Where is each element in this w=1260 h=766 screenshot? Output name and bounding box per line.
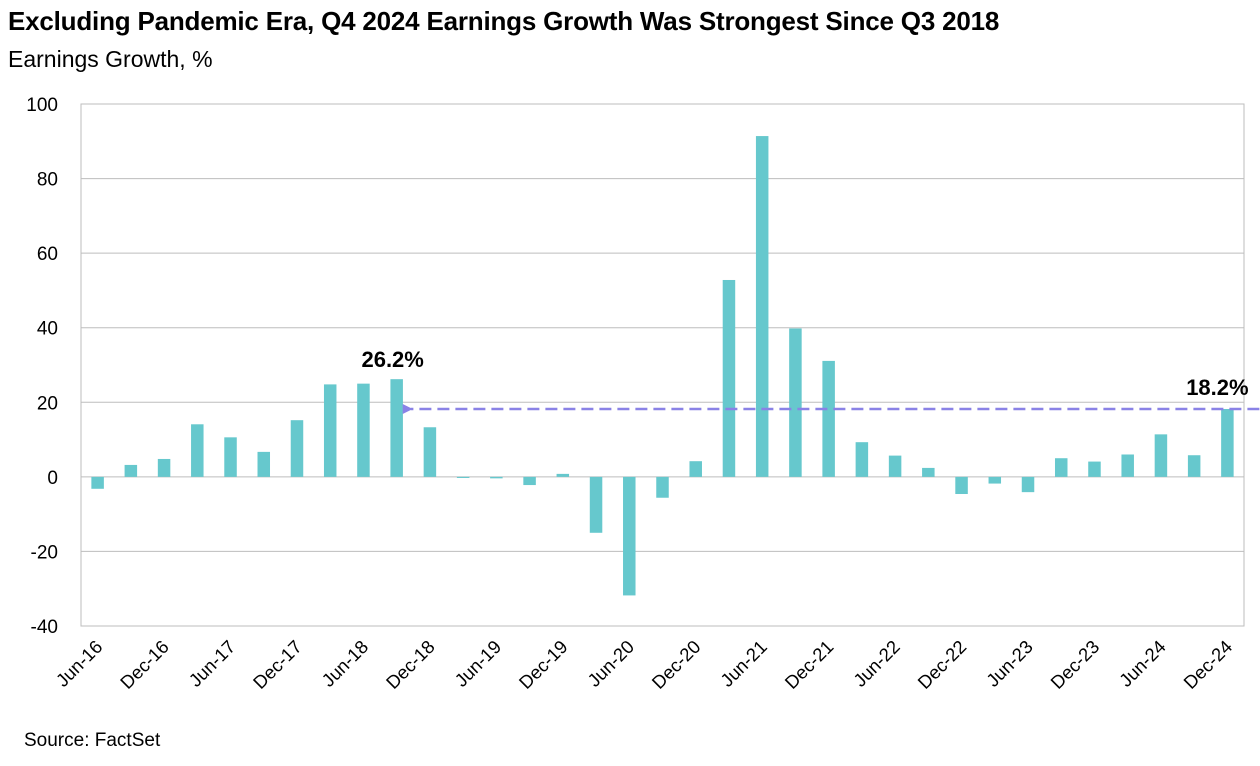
y-tick-label: 100 <box>26 95 58 116</box>
x-tick-label: Dec-17 <box>249 636 306 693</box>
bar <box>755 136 769 477</box>
x-tick-label: Jun-17 <box>185 636 240 691</box>
y-tick-label: -40 <box>31 617 58 638</box>
bar <box>955 476 968 495</box>
bar <box>556 473 570 477</box>
bar <box>290 420 304 477</box>
bar <box>257 451 271 477</box>
data-annotation: 18.2% <box>1186 375 1248 400</box>
y-tick-label: -20 <box>31 542 58 563</box>
bar <box>423 427 437 477</box>
x-tick-label: Jun-24 <box>1115 636 1170 691</box>
chart-title: Excluding Pandemic Era, Q4 2024 Earnings… <box>8 6 1000 36</box>
x-tick-label: Jun-21 <box>716 636 771 691</box>
bar <box>656 476 669 498</box>
bar <box>1121 454 1134 477</box>
bar <box>789 328 802 477</box>
y-tick-label: 20 <box>37 393 58 414</box>
x-tick-label: Dec-18 <box>382 636 439 693</box>
x-tick-label: Dec-21 <box>780 636 837 693</box>
bar <box>589 476 603 533</box>
data-annotation: 26.2% <box>361 347 423 372</box>
x-tick-label: Jun-22 <box>849 636 904 691</box>
bars <box>91 136 1234 596</box>
bar <box>191 424 204 477</box>
source-note: Source: FactSet <box>24 730 161 751</box>
bar <box>523 476 536 486</box>
plot-frame <box>80 103 1245 627</box>
y-tick-label: 80 <box>37 170 58 191</box>
bar <box>357 383 370 477</box>
bar <box>124 464 138 477</box>
x-axis-tick-labels: Jun-16 Dec-16 Jun-17 Dec-17 Jun-18 Dec-18 Jun-… <box>52 636 1237 693</box>
bar <box>623 476 636 596</box>
bar <box>1187 455 1201 477</box>
x-tick-label: Dec-20 <box>648 636 705 693</box>
bar <box>922 467 935 477</box>
y-tick-label: 40 <box>37 319 58 340</box>
bar <box>390 379 403 477</box>
bar <box>157 458 171 477</box>
annotations: 26.2% 18.2% <box>361 347 1248 400</box>
x-tick-label: Jun-16 <box>52 636 107 691</box>
gridlines <box>80 103 1245 627</box>
x-tick-label: Dec-22 <box>913 636 970 693</box>
bar <box>988 476 1002 484</box>
bar <box>456 476 470 478</box>
y-tick-label: 60 <box>37 244 58 265</box>
bar <box>224 437 237 477</box>
x-tick-label: Dec-19 <box>515 636 572 693</box>
x-tick-label: Jun-18 <box>317 636 372 691</box>
y-tick-label: 0 <box>47 468 58 489</box>
x-tick-label: Jun-19 <box>450 636 505 691</box>
bar <box>1154 434 1168 477</box>
bar <box>1021 476 1035 493</box>
x-tick-label: Jun-20 <box>583 636 638 691</box>
bar <box>323 384 337 477</box>
bar <box>1088 461 1101 477</box>
bar <box>689 461 702 477</box>
bar <box>1054 458 1068 477</box>
bar <box>855 442 869 477</box>
x-tick-label: Dec-16 <box>116 636 173 693</box>
x-tick-label: Dec-23 <box>1046 636 1103 693</box>
y-axis-tick-labels: 100 80 60 40 20 0 -20 -40 <box>26 95 58 638</box>
x-tick-label: Jun-23 <box>982 636 1037 691</box>
chart-subtitle: Earnings Growth, % <box>8 46 213 72</box>
bar <box>722 279 736 477</box>
x-tick-label: Dec-24 <box>1179 636 1236 693</box>
bar <box>1221 408 1234 477</box>
bar <box>888 455 902 477</box>
bar <box>91 476 104 489</box>
bar <box>490 476 503 479</box>
bar <box>822 360 835 477</box>
